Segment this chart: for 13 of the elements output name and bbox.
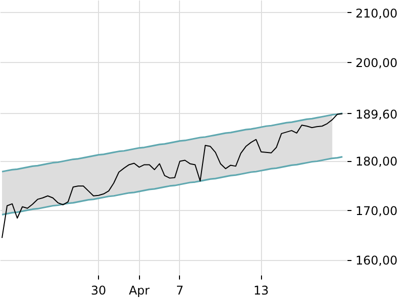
x-tick-label: 7 xyxy=(176,284,184,298)
y-tick-label: 160,00 xyxy=(356,254,398,268)
y-tick-label: 189,60 xyxy=(356,107,398,122)
y-tick-label: 180,00 xyxy=(356,154,398,169)
x-tick-label: 30 xyxy=(90,284,106,298)
line-series xyxy=(2,113,343,238)
y-tick-label: 200,00 xyxy=(356,56,398,70)
line-series xyxy=(1,112,344,172)
line-series xyxy=(1,156,344,216)
x-tick-label: 13 xyxy=(253,284,269,298)
y-tick-label: 210,00 xyxy=(356,6,398,20)
y-tick-label: 170,00 xyxy=(356,204,398,218)
x-tick-label: Apr xyxy=(128,284,150,298)
